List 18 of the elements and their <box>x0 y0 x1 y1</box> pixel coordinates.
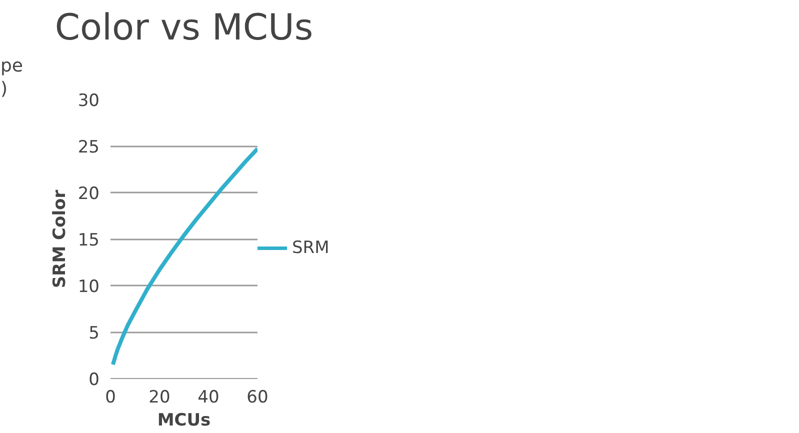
text: ) <box>0 78 8 100</box>
legend-label: SRM <box>292 238 330 258</box>
y-tick-label: 30 <box>78 91 100 111</box>
y-tick-label: 15 <box>78 230 100 250</box>
x-axis-title: MCUs <box>157 410 211 430</box>
y-tick-label: 10 <box>78 277 100 297</box>
y-tick-label: 0 <box>88 370 100 390</box>
y-tick-label: 20 <box>78 184 100 204</box>
chart-title: Color vs MCUs <box>54 8 314 48</box>
x-tick-label: 20 <box>148 388 170 408</box>
x-tick-label: 60 <box>246 388 268 408</box>
y-tick-label: 25 <box>78 138 100 158</box>
text: pe <box>0 56 23 76</box>
y-tick-label: 5 <box>88 324 100 344</box>
y-axis-title: SRM Color <box>50 189 70 288</box>
x-tick-label: 40 <box>198 388 220 408</box>
x-tick-label: 0 <box>105 388 116 408</box>
line-series <box>110 146 258 367</box>
